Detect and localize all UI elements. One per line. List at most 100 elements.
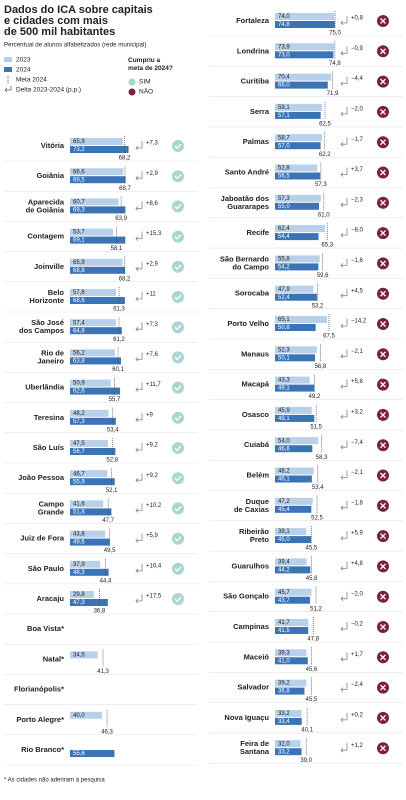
bar-2023: [70, 500, 104, 508]
meta-value: 52,8: [106, 458, 118, 464]
bar-2023: [275, 103, 323, 111]
city-name-line: Rio de: [41, 348, 64, 357]
bar-2024: [70, 599, 108, 606]
bar-2024: [275, 505, 312, 513]
check: [174, 143, 182, 150]
city-name-line: Santana: [240, 747, 270, 756]
city-name-line: Porto Alegre*: [16, 715, 64, 724]
value-2023: 39,2: [278, 681, 290, 687]
value-2024: 44,2: [278, 567, 290, 573]
value-2023: 56,2: [73, 350, 85, 356]
bar-2024: [70, 357, 122, 365]
city-name-line: Natal*: [43, 654, 64, 663]
bar-2024: [275, 21, 335, 28]
value-2023: 53,7: [73, 230, 85, 236]
city-name: Manaus: [241, 349, 269, 358]
city-name: Florianópolis*: [14, 685, 64, 694]
city-name-line: Guararapes: [227, 202, 269, 211]
delta-value: +5,9: [351, 531, 364, 537]
city-name: Belo Horizonte: [29, 288, 64, 305]
check: [174, 475, 182, 482]
city-name: Belém: [246, 470, 269, 479]
bar-2023: [70, 228, 113, 236]
city-name: Boa Vista*: [27, 624, 64, 633]
title: Dados do ICA sobre capitais e cidades com…: [4, 4, 153, 38]
value-2024: 33,4: [278, 719, 290, 725]
city-name-line: Teresina: [34, 413, 65, 422]
delta-icon: [135, 352, 143, 362]
delta-icon: [135, 382, 143, 392]
meta-value: 39,0: [300, 758, 312, 764]
bar-2024: [275, 475, 312, 483]
delta-icon: [340, 470, 348, 480]
met-yes: [172, 170, 184, 183]
value-2023: 48,2: [278, 469, 290, 475]
legend-delta: Delta 2023-2024 (p.p.): [16, 87, 81, 94]
check: [174, 445, 182, 452]
delta-icon: [340, 288, 348, 298]
value-2024: 68,8: [73, 268, 85, 274]
bar-2024: [70, 568, 109, 576]
city-name-line: Recife: [246, 228, 269, 237]
bar-2024: [275, 445, 313, 453]
legend-meta: Meta 2024: [16, 77, 47, 84]
delta-icon: [340, 379, 348, 389]
bar-2023: [70, 470, 108, 478]
delta-value: +5,8: [351, 379, 364, 385]
city-name: Palmas: [243, 137, 269, 146]
met-yes: [172, 351, 184, 364]
delta-icon: [340, 561, 348, 571]
value-2023: 59,1: [278, 105, 290, 111]
city-name-line: Cuiabá: [244, 440, 270, 449]
delta-value: +9: [146, 412, 154, 418]
city-name-line: Janeiro: [37, 356, 64, 365]
city-name-line: Duque: [246, 497, 269, 506]
delta-value: +1,2: [351, 743, 364, 749]
cross: [380, 714, 386, 721]
delta-icon: [340, 712, 348, 723]
meta-value: 49,5: [104, 548, 116, 554]
delta-icon: [135, 594, 143, 604]
value-2023: 58,7: [278, 135, 290, 141]
delta-icon: [340, 106, 348, 117]
city-name: Campinas: [233, 622, 269, 631]
city-name: Rio Branco*: [21, 745, 64, 754]
delta-icon: [340, 76, 348, 86]
value-2024: 73,0: [278, 52, 290, 58]
city-name: Aracaju: [36, 594, 64, 603]
value-2024: 47,3: [73, 600, 85, 606]
value-2024: 66,0: [278, 83, 290, 89]
delta-icon: [340, 591, 348, 601]
city-name: Natal*: [43, 654, 64, 663]
delta-icon: [340, 137, 348, 147]
delta-value: −2,0: [351, 591, 364, 597]
delta-value: +3,2: [351, 409, 364, 415]
value-2023: 43,3: [278, 378, 290, 384]
city-name: Nova Iguaçu: [224, 713, 269, 722]
city-name-line: Maceió: [244, 652, 270, 661]
city-name: Joinville: [34, 262, 64, 271]
value-2023: 47,5: [73, 441, 85, 447]
met-yes: [172, 411, 184, 424]
bar-2023: [275, 194, 321, 202]
city-name-line: São José: [31, 318, 64, 327]
delta-value: +11: [146, 292, 156, 298]
bar-2023: [275, 225, 325, 233]
cross: [380, 684, 386, 691]
bar-2024: [70, 206, 126, 214]
value-2024: 49,6: [73, 540, 85, 546]
subtitle: Percentual de alunos alfabetizados (rede…: [4, 42, 146, 49]
delta-icon: [135, 443, 143, 453]
bar-2023: [275, 649, 307, 657]
meta-value: 52,5: [311, 515, 323, 521]
bar-2023: [275, 285, 314, 293]
bar-2023: [70, 198, 119, 206]
city-name-line: Goiânia: [36, 171, 64, 180]
met-yes: [172, 200, 184, 213]
city-name-line: Guarulhos: [231, 561, 269, 570]
bar-2023: [70, 349, 115, 357]
meta-value: 47,7: [102, 518, 114, 524]
bar-2023: [70, 409, 109, 417]
delta-icon: [340, 197, 348, 208]
